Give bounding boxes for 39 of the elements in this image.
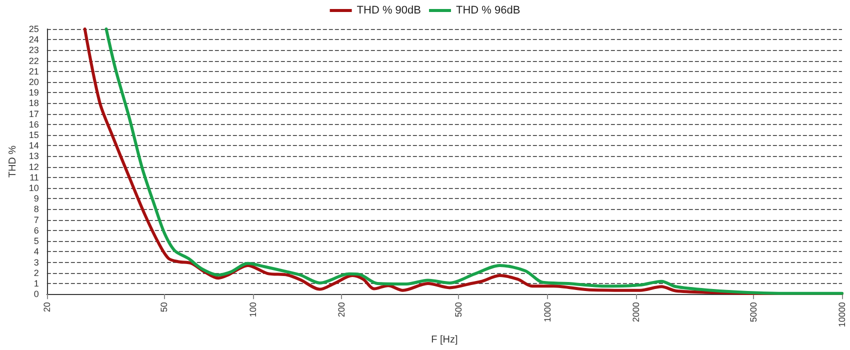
y-tick-label: 8 xyxy=(34,204,39,214)
y-tick-label: 22 xyxy=(28,56,39,66)
x-tick-label: 500 xyxy=(454,302,464,318)
y-tick-label: 10 xyxy=(28,183,39,194)
x-tick-label: 50 xyxy=(159,302,170,312)
x-tick-label: 1000 xyxy=(542,302,552,322)
y-tick-label: 13 xyxy=(28,151,39,162)
x-tick-label: 100 xyxy=(248,302,258,318)
x-tick-label: 20 xyxy=(42,302,52,312)
y-tick-label: 25 xyxy=(28,24,39,34)
y-tick-label: 5 xyxy=(34,236,39,246)
y-tick-label: 24 xyxy=(28,34,39,45)
y-axis-title: THD % xyxy=(8,145,18,178)
y-tick-label: 3 xyxy=(34,257,39,268)
y-tick-label: 15 xyxy=(28,130,39,140)
x-axis-title: F [Hz] xyxy=(431,334,458,346)
legend-label: THD % 96dB xyxy=(456,4,520,16)
y-tick-label: 19 xyxy=(28,88,39,98)
legend-label: THD % 90dB xyxy=(356,4,422,16)
y-tick-label: 16 xyxy=(28,119,39,130)
y-tick-label: 23 xyxy=(28,45,39,56)
x-tick-label: 5000 xyxy=(748,302,758,322)
y-tick-label: 2 xyxy=(34,268,39,278)
y-tick-label: 18 xyxy=(28,98,39,108)
y-tick-label: 9 xyxy=(34,194,39,204)
y-tick-label: 21 xyxy=(28,66,39,76)
y-tick-label: 11 xyxy=(30,172,39,182)
x-tick-label: 200 xyxy=(336,302,346,318)
y-tick-label: 17 xyxy=(28,108,39,119)
y-tick-label: 20 xyxy=(28,77,39,88)
y-tick-label: 6 xyxy=(34,225,39,236)
x-tick-label: 2000 xyxy=(631,302,642,322)
y-tick-label: 4 xyxy=(34,246,39,257)
x-tick-label: 10000 xyxy=(837,302,847,328)
y-tick-label: 0 xyxy=(34,289,39,300)
y-tick-label: 7 xyxy=(34,214,39,225)
y-tick-label: 1 xyxy=(34,278,39,288)
y-tick-label: 12 xyxy=(28,162,39,172)
y-tick-label: 14 xyxy=(28,140,39,151)
